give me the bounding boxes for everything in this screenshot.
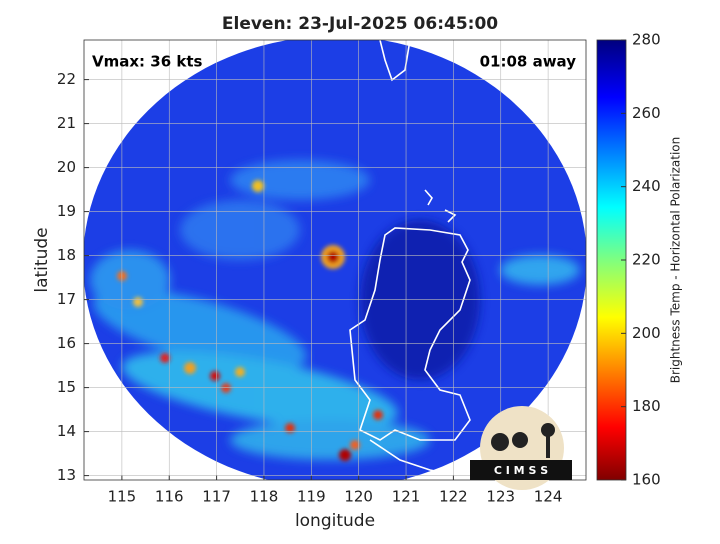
x-tick-label: 119 [297, 488, 326, 506]
chart-title: Eleven: 23-Jul-2025 06:45:00 [222, 14, 498, 34]
x-tick-label: 124 [534, 488, 563, 506]
x-tick-label: 120 [344, 488, 373, 506]
x-tick-label: 116 [155, 488, 184, 506]
satellite-image [84, 40, 586, 480]
y-tick-label: 18 [57, 246, 76, 264]
y-tick-label: 21 [57, 114, 76, 132]
colorbar-tick-label: 180 [632, 397, 661, 415]
colorbar-tick-label: 200 [632, 324, 661, 342]
colorbar-tick-label: 280 [632, 31, 661, 49]
colorbar-tick-label: 240 [632, 177, 661, 195]
annotation: 01:08 away [480, 53, 577, 71]
x-tick-label: 118 [250, 488, 279, 506]
x-tick-label: 121 [392, 488, 421, 506]
colorbar-tick-label: 260 [632, 104, 661, 122]
x-tick-label: 123 [486, 488, 515, 506]
y-tick-label: 20 [57, 158, 76, 176]
y-tick-label: 15 [57, 378, 76, 396]
y-tick-label: 14 [57, 422, 76, 440]
y-tick-label: 22 [57, 70, 76, 88]
annotation: Vmax: 36 kts [92, 53, 202, 71]
colorbar-tick-label: 160 [632, 471, 661, 489]
y-tick-label: 13 [57, 466, 76, 484]
x-axis-label: longitude [295, 511, 375, 531]
x-tick-label: 117 [202, 488, 231, 506]
logo: C I M S S [470, 406, 572, 490]
colorbar-tick-label: 220 [632, 251, 661, 269]
plot-frame [83, 39, 587, 481]
y-tick-label: 19 [57, 202, 76, 220]
y-tick-label: 17 [57, 290, 76, 308]
y-axis-label: latitude [32, 227, 52, 292]
axes: 115 116 117 118 119 120 121 122 123 124 13 14 15 16 17… [57, 40, 586, 506]
colorbar-label: Brightness Temp - Horizontal Polarizatio… [669, 137, 683, 384]
x-tick-label: 122 [439, 488, 468, 506]
y-tick-label: 16 [57, 334, 76, 352]
logo-text: C I M S S [494, 464, 548, 477]
x-tick-label: 115 [108, 488, 137, 506]
